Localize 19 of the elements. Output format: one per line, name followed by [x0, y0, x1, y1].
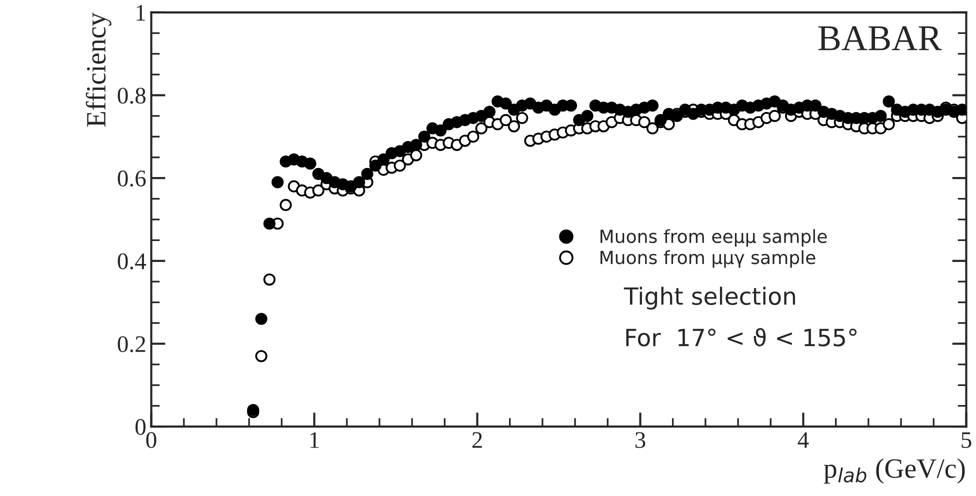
y-tick-label: 0.2	[118, 336, 146, 352]
legend-label: Muons from eeμμ sample	[600, 229, 827, 247]
x-tick-label: 4	[798, 432, 809, 448]
x-tick-label: 2	[472, 432, 482, 448]
x-tick-label: 1	[310, 432, 319, 448]
x-tick-label: 3	[635, 432, 646, 448]
x-tick-label: 5	[962, 432, 972, 448]
y-tick-label: 1	[136, 5, 145, 21]
x-axis-title: p$_{lab}$ (GeV/c)	[824, 458, 965, 484]
y-tick-label: 0.8	[118, 88, 146, 104]
y-axis-title: Efficiency	[86, 12, 112, 127]
annotation: Tight selection	[624, 286, 796, 310]
y-tick-label: 0.6	[118, 170, 146, 187]
annotation: For 17° < ϑ < 155°	[626, 328, 857, 346]
legend-label: Muons from μμγ sample	[600, 250, 816, 268]
y-tick-label: 0.4	[118, 253, 146, 270]
y-tick-label: 0	[136, 419, 146, 435]
x-tick-label: 0	[146, 432, 156, 448]
annotation: BABAR	[818, 26, 942, 50]
